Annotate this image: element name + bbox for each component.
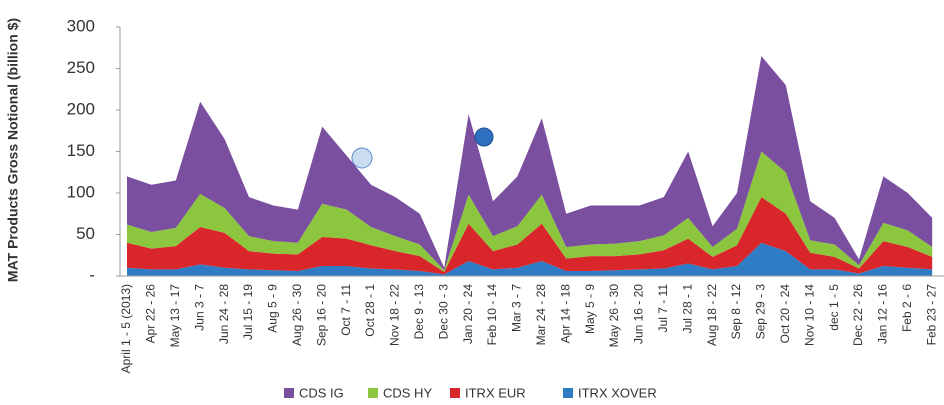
x-tick-label: Feb 10 - 14: [485, 284, 499, 346]
x-tick-label: Apr 14 - 18: [558, 284, 572, 344]
x-tick-label: Feb 2 - 6: [900, 284, 914, 332]
x-tick-label: Jun 24 - 28: [217, 284, 231, 344]
x-tick-label: Mar 24 - 28: [534, 284, 548, 346]
legend-label: ITRX EUR: [465, 385, 526, 400]
x-tick-label: Oct 20 - 24: [778, 284, 792, 344]
y-tick-label: 200: [67, 99, 95, 118]
y-tick-label: 150: [67, 141, 95, 160]
x-tick-label: Jan 20 - 24: [461, 284, 475, 344]
highlight-marker: [474, 127, 494, 147]
legend-swatch: [284, 388, 294, 398]
x-tick-label: Oct 28 - 1: [363, 284, 377, 337]
areas: [127, 56, 933, 276]
x-tick-label: Jul 28 - 1: [680, 284, 694, 334]
x-tick-label: Mar 3 - 7: [510, 284, 524, 332]
x-tick-label: Sep 16 - 20: [314, 284, 328, 346]
x-tick-label: Jun 3 - 7: [192, 284, 206, 331]
legend-swatch: [563, 388, 573, 398]
x-tick-label: Aug 26 - 30: [290, 284, 304, 346]
area: [127, 151, 933, 272]
y-tick-label: 250: [67, 58, 95, 77]
area: [127, 197, 933, 275]
y-tick-label: 50: [76, 224, 95, 243]
x-tick-label: Oct 7 - 11: [339, 284, 353, 336]
x-tick-label: Sep 8 - 12: [729, 284, 743, 340]
x-tick-label: Dec 22 - 26: [851, 284, 865, 346]
legend-label: CDS HY: [383, 385, 432, 400]
y-tick-label: 300: [67, 16, 95, 35]
legend-label: ITRX XOVER: [578, 385, 657, 400]
legend-swatch: [450, 388, 460, 398]
x-tick-label: May 26 - 30: [607, 284, 621, 348]
x-tick-label: Sep 29 - 3: [754, 284, 768, 340]
x-tick-label: May 13 - 17: [168, 284, 182, 348]
x-tick-label: Dec 9 - 13: [412, 284, 426, 340]
area: [127, 56, 933, 271]
x-tick-label: Aug 18 - 22: [705, 284, 719, 346]
x-tick-label: Apr 22 - 26: [144, 284, 158, 344]
y-tick-label: 100: [67, 182, 95, 201]
x-tick-label: Nov 18 - 22: [388, 284, 402, 346]
x-tick-label: dec 1 - 5: [827, 284, 841, 331]
legend-swatch: [368, 388, 378, 398]
x-tick-label: April 1 - 5 (2013): [119, 284, 133, 373]
x-tick-label: Jun 16 - 20: [632, 284, 646, 344]
x-tick-label: Feb 23 - 27: [924, 284, 938, 346]
y-tick-label: -: [89, 265, 95, 284]
x-tick-label: Jan 12 - 16: [876, 284, 890, 344]
x-tick-label: Jul 7 - 11: [656, 284, 670, 333]
x-tick-label: Aug 5 - 9: [266, 284, 280, 333]
highlight-marker: [351, 147, 373, 169]
y-axis-title: MAT Products Gross Notional (billion $): [5, 18, 21, 282]
x-tick-label: Jul 15 - 19: [241, 284, 255, 340]
x-tick-label: Dec 30 - 3: [436, 284, 450, 340]
legend-label: CDS IG: [299, 385, 344, 400]
area: [127, 242, 933, 276]
x-tick-label: May 5 - 9: [583, 284, 597, 334]
x-tick-label: Nov 10 - 14: [802, 284, 816, 346]
